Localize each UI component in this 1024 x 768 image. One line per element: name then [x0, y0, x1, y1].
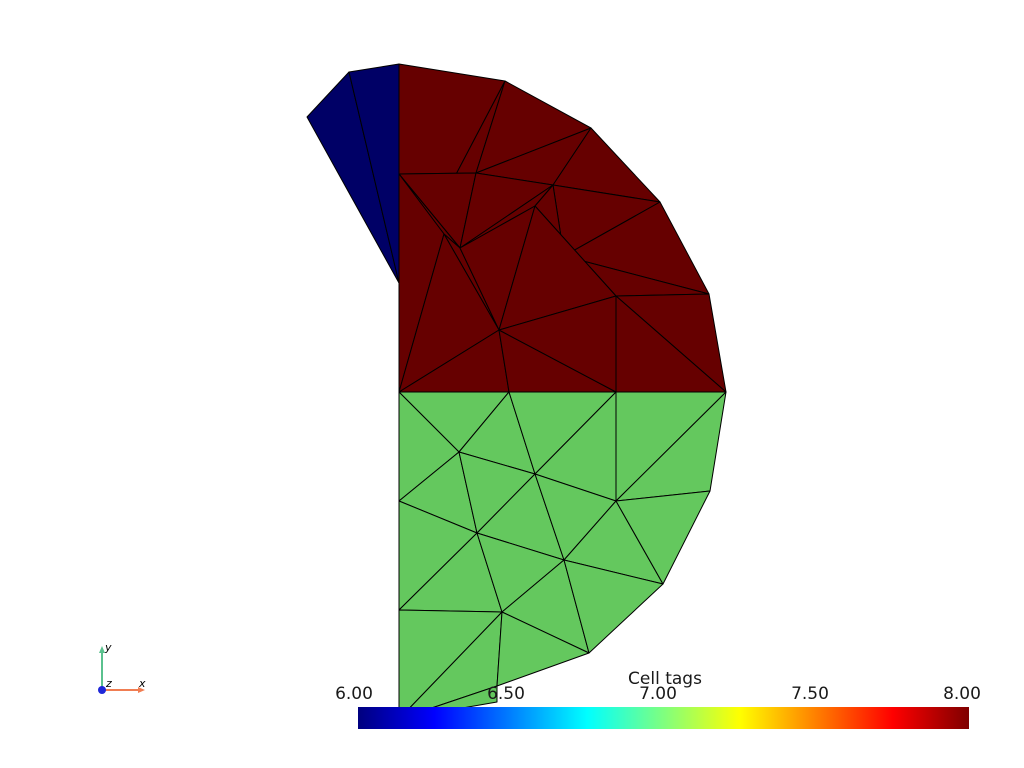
y-axis-arrow-icon [99, 646, 105, 653]
orientation-axes-widget: y x z [98, 641, 146, 694]
scalar-bar-tick-label: 6.50 [487, 684, 525, 704]
scalar-bar-gradient [358, 707, 969, 729]
z-axis-dot-icon [98, 686, 106, 694]
mesh-cell [496, 611, 590, 687]
scalar-bar-tick-label: 7.00 [639, 684, 677, 704]
x-axis-arrow-icon [138, 687, 145, 693]
scalar-bar-title: Cell tags [628, 669, 702, 689]
y-axis-label: y [104, 641, 112, 654]
x-axis-label: x [138, 677, 146, 690]
mesh-cell [615, 490, 711, 585]
mesh-region-tag-6 [306, 63, 400, 284]
mesh-cell [563, 559, 664, 654]
scalar-bar-tick-label: 6.00 [335, 684, 373, 704]
mesh-region-tag-8 [398, 63, 727, 393]
scalar-bar-tick-label: 8.00 [943, 684, 981, 704]
scalar-bar-tick-label: 7.50 [791, 684, 829, 704]
z-axis-label: z [105, 677, 112, 690]
mesh-region-tag-7 [398, 391, 727, 720]
